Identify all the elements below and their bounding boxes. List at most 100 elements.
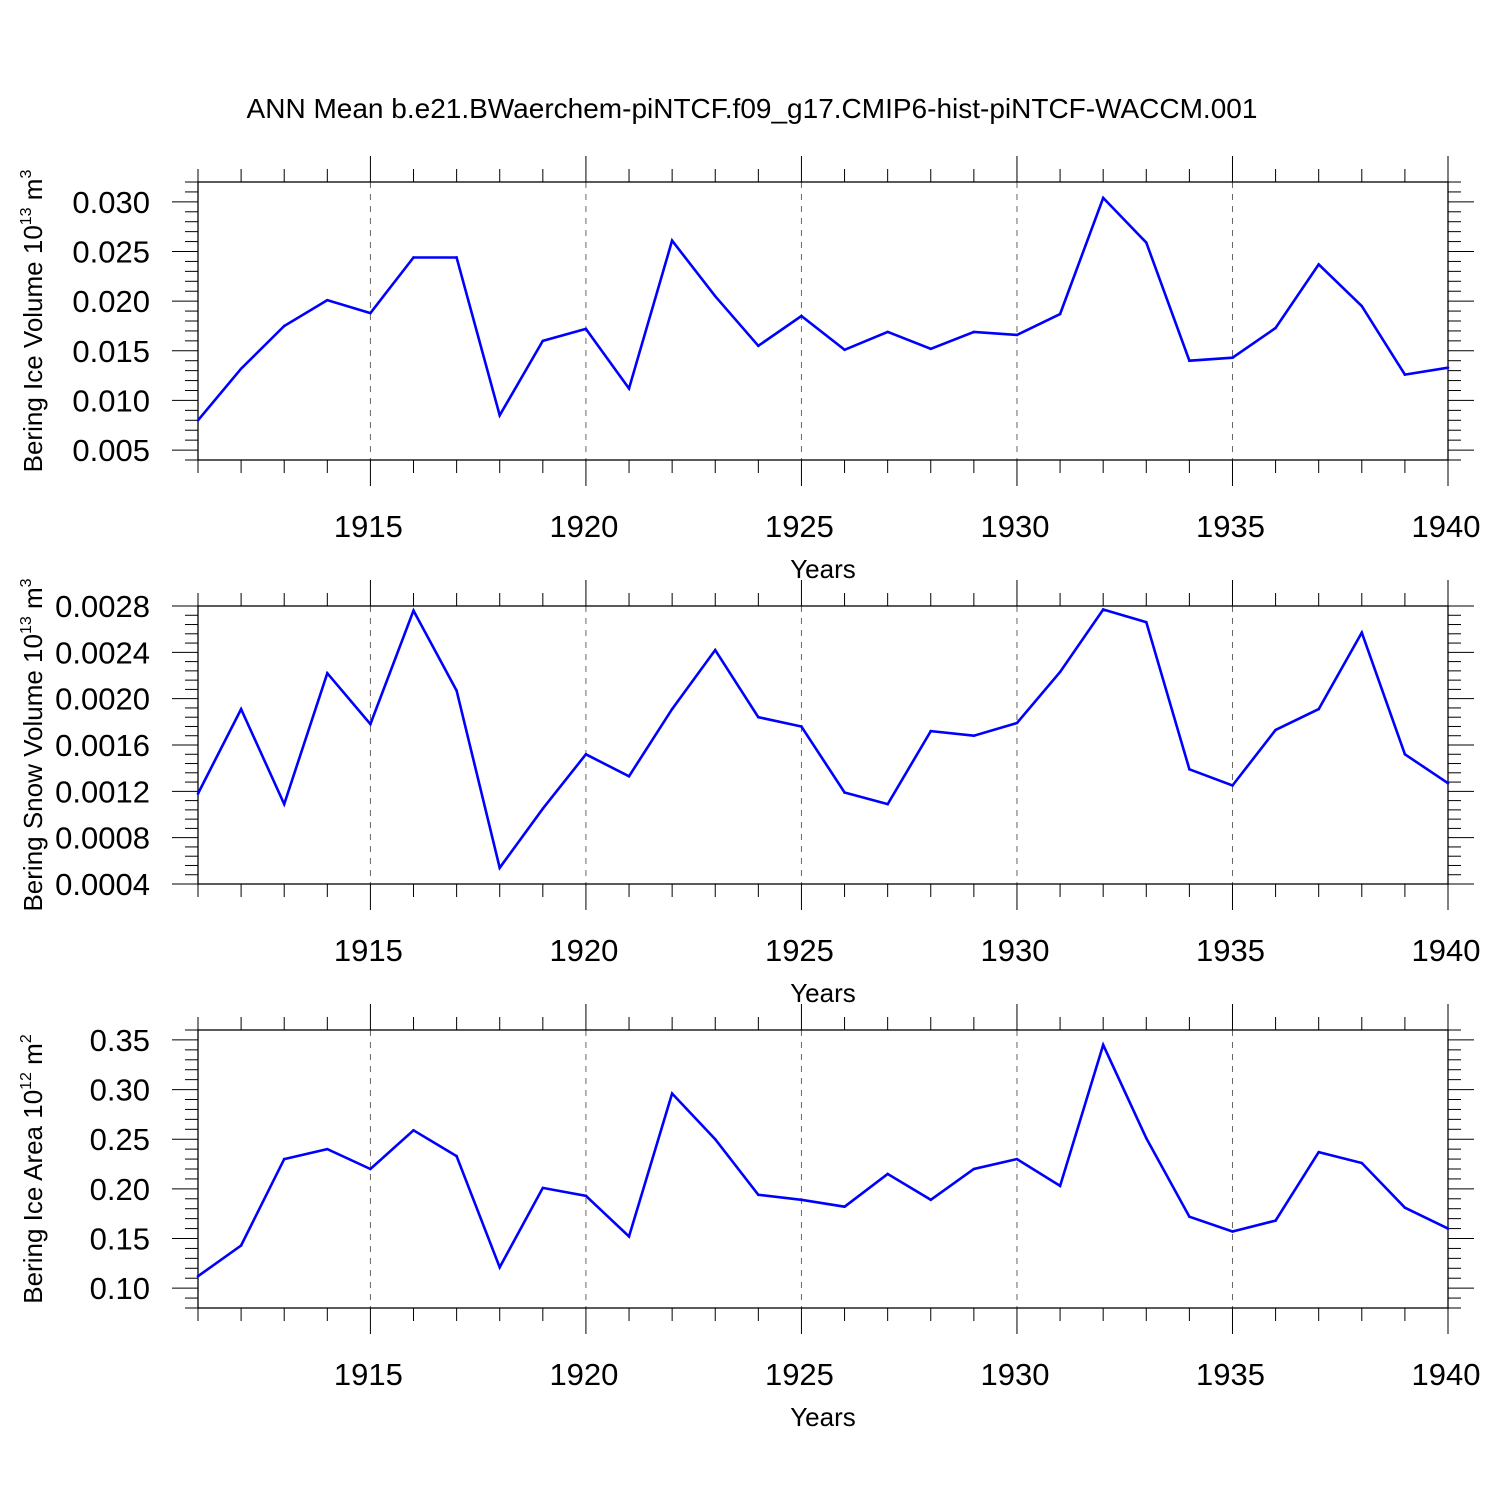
data-point [584, 1194, 588, 1198]
data-point [670, 707, 674, 711]
y-axis-label: Bering Ice Volume 1013 m3 [18, 170, 48, 473]
data-point [196, 1274, 200, 1278]
data-point [757, 344, 760, 348]
y-axis-label: Bering Snow Volume 1013 m3 [18, 578, 48, 911]
data-point [929, 1198, 933, 1202]
x-tick-label: 1915 [334, 933, 403, 968]
data-point [1231, 784, 1234, 787]
data-point [757, 1193, 760, 1197]
data-point [627, 774, 631, 778]
data-point [972, 1167, 976, 1171]
y-tick-label: 0.0024 [55, 635, 150, 670]
x-tick-label: 1925 [765, 933, 834, 968]
x-axis-label: Years [790, 1402, 856, 1432]
data-point [1101, 196, 1105, 200]
data-point [584, 327, 588, 331]
data-point [541, 1186, 545, 1190]
data-point [1058, 312, 1062, 316]
data-point [282, 802, 286, 806]
data-point [326, 671, 329, 675]
x-tick-label: 1930 [980, 933, 1049, 968]
data-point [541, 807, 545, 811]
data-point [757, 715, 760, 719]
data-point [886, 802, 889, 806]
panels: 0.005 0.010 0.015 0.020 0.025 0.030 1915 1920 19… [18, 156, 1480, 1432]
data-point [1144, 620, 1148, 624]
data-point [1101, 608, 1105, 611]
y-tick-label: 0.25 [90, 1122, 150, 1157]
data-point [412, 1128, 415, 1132]
y-tick-label: 0.0028 [55, 589, 150, 624]
plot-frame [197, 181, 1449, 461]
data-point [1231, 356, 1234, 360]
x-tick-label: 1915 [334, 509, 403, 544]
data-point [412, 609, 415, 612]
panel-1: 0.005 0.010 0.015 0.020 0.025 0.030 1915 1920 19… [18, 156, 1480, 584]
data-point [1446, 1227, 1450, 1230]
y-tick-label: 0.010 [72, 383, 150, 418]
y-axis-label-part: m [18, 179, 48, 208]
x-tick-label: 1935 [1196, 1357, 1265, 1392]
data-point [1058, 670, 1062, 674]
y-tick-label: 0.0020 [55, 682, 150, 717]
y-axis-label-part: 13 [18, 207, 35, 225]
x-axis-label: Years [790, 978, 856, 1008]
x-tick-label: 1915 [334, 1357, 403, 1392]
data-point [1317, 263, 1320, 266]
y-tick-label: 0.005 [72, 433, 150, 468]
x-tick-label: 1920 [549, 933, 618, 968]
data-point [800, 725, 803, 728]
x-axis-label: Years [790, 554, 856, 584]
data-point [1015, 333, 1019, 337]
y-tick-label: 0.020 [72, 284, 150, 319]
data-point [196, 418, 200, 422]
y-tick-label: 0.30 [90, 1073, 150, 1108]
x-tick-label: 1935 [1196, 933, 1265, 968]
data-point [326, 1147, 329, 1151]
plot-frame [197, 605, 1449, 885]
data-point [670, 1092, 674, 1095]
y-tick-label: 0.025 [72, 235, 150, 270]
data-point [412, 256, 415, 259]
data-point [627, 1235, 631, 1238]
data-point [1317, 1150, 1320, 1154]
data-point [713, 648, 717, 652]
data-point [239, 1244, 243, 1247]
data-point [455, 1154, 458, 1158]
data-point [1188, 359, 1191, 363]
x-tick-label: 1930 [980, 1357, 1049, 1392]
y-tick-label: 0.0008 [55, 821, 150, 856]
data-point [843, 791, 846, 794]
x-tick-label: 1940 [1412, 1357, 1481, 1392]
y-tick-label: 0.10 [90, 1271, 150, 1306]
data-point [886, 1172, 889, 1176]
data-point [843, 348, 846, 352]
data-point [972, 330, 976, 334]
data-point [929, 347, 933, 351]
y-axis-label-part: 13 [18, 616, 35, 634]
y-tick-label: 0.030 [72, 185, 150, 220]
x-tick-label: 1940 [1412, 933, 1481, 968]
y-tick-label: 0.0004 [55, 867, 150, 902]
y-axis-label-part: 2 [18, 1034, 35, 1043]
data-point [196, 792, 200, 795]
panel-3: 0.10 0.15 0.20 0.25 0.30 0.35 1915 1920 1925 1930… [18, 1004, 1480, 1432]
y-axis-label-part: m [18, 1043, 48, 1072]
y-tick-label: 0.0012 [55, 774, 150, 809]
data-point [584, 752, 588, 756]
chart-title: ANN Mean b.e21.BWaerchem-piNTCF.f09_g17.… [247, 93, 1258, 124]
y-axis-label: Bering Ice Area 1012 m2 [18, 1034, 48, 1304]
y-tick-label: 0.0016 [55, 728, 150, 763]
data-point [326, 298, 329, 302]
data-point [670, 239, 674, 242]
y-tick-label: 0.15 [90, 1222, 150, 1257]
data-point [498, 414, 502, 417]
data-point [498, 1265, 502, 1269]
data-point [282, 324, 286, 328]
data-point [1144, 1136, 1148, 1140]
data-point [843, 1205, 846, 1209]
data-point [1274, 1219, 1277, 1222]
data-point [1360, 1161, 1364, 1165]
